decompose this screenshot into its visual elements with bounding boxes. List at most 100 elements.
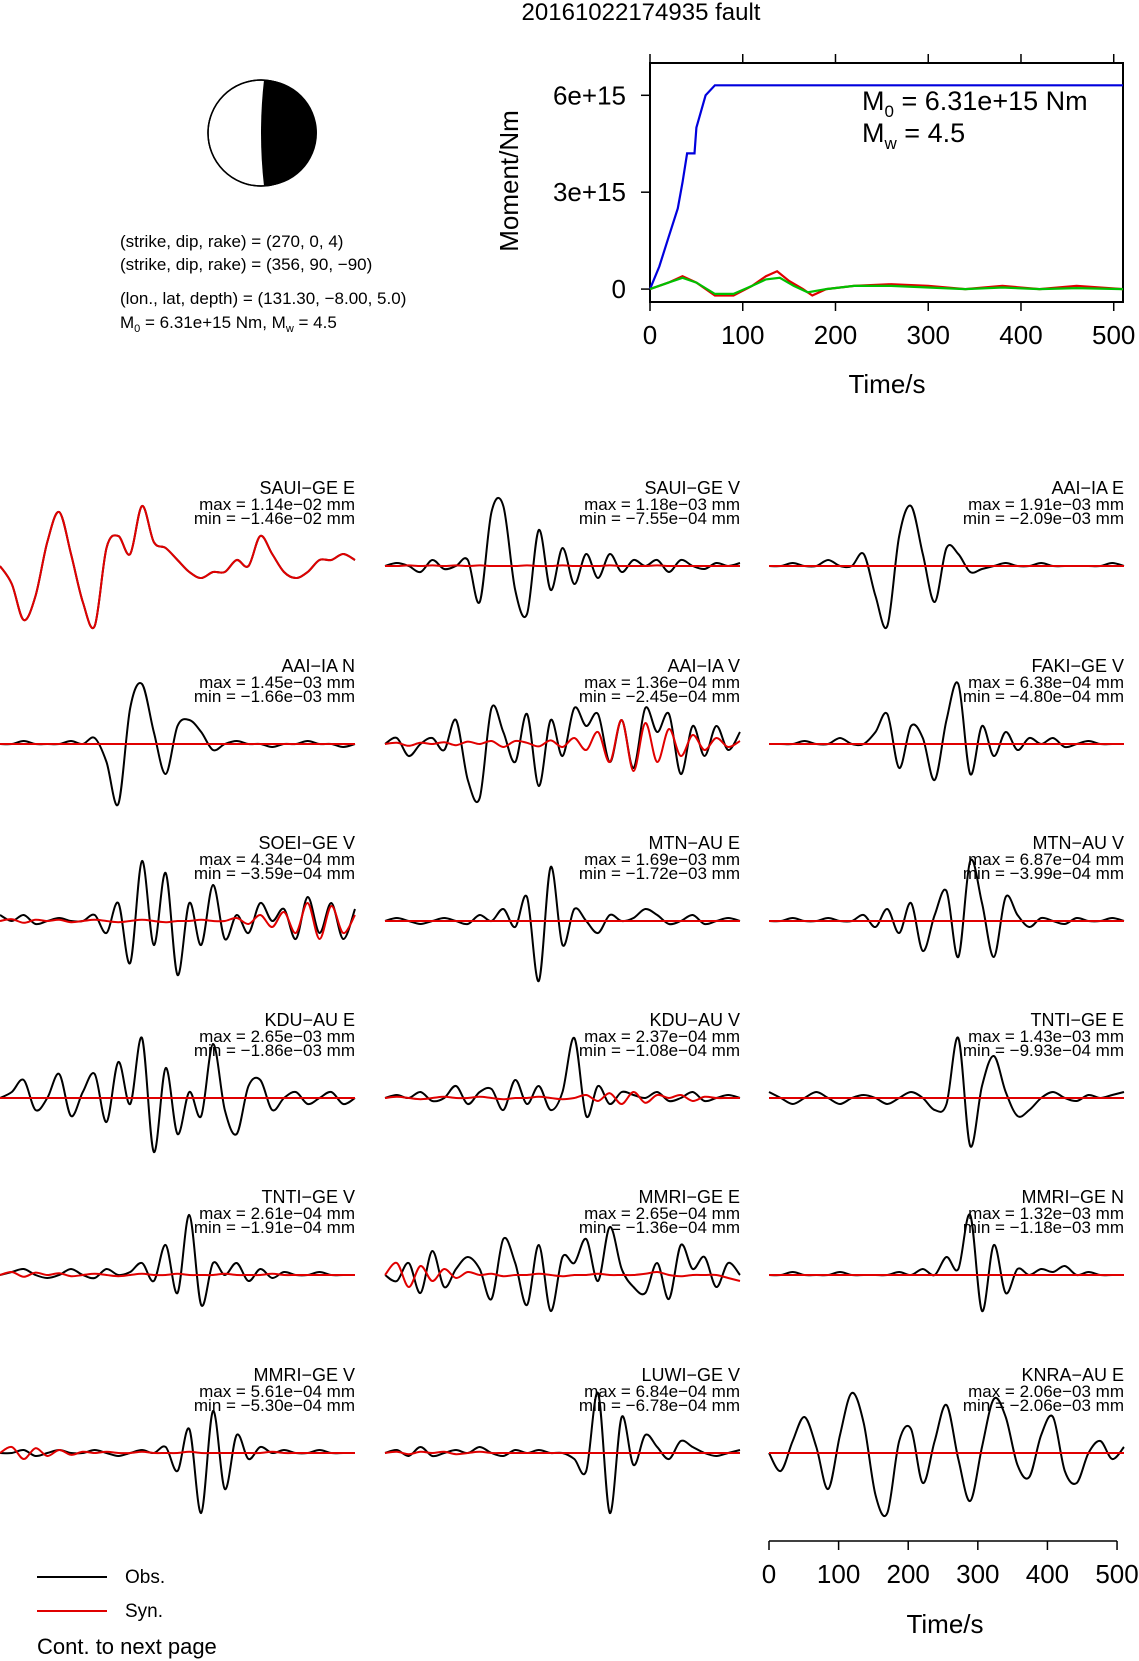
station-min-label: min = −4.80e−04 mm <box>963 687 1124 706</box>
station-label: KDU−AU E <box>264 1010 355 1030</box>
observed-trace <box>0 1036 356 1154</box>
moment-series-cumulative <box>648 84 1123 290</box>
moment-magnitude-text: M0 = 6.31e+15 Nm, Mw = 4.5 <box>120 313 337 335</box>
time-axis-tick-label: 500 <box>1095 1559 1138 1589</box>
mechanism-info: (strike, dip, rake) = (270, 0, 4) (strik… <box>120 232 406 335</box>
station-max-label: max = 1.18e−03 mm <box>584 495 740 514</box>
waveform-x-axis-label: Time/s <box>906 1609 983 1639</box>
moment-y-axis: 0 3e+15 6e+15 <box>553 80 650 304</box>
station-label: FAKI−GE V <box>1031 656 1124 676</box>
observed-trace <box>768 858 1125 959</box>
beachball-icon <box>207 79 317 187</box>
station-max-label: max = 5.61e−04 mm <box>199 1382 355 1401</box>
synthetic-trace <box>384 564 740 568</box>
station-min-label: min = −1.91e−04 mm <box>194 1218 355 1237</box>
moment-series-rate_green <box>649 276 1124 295</box>
observed-trace <box>384 865 741 983</box>
station-max-label: max = 4.34e−04 mm <box>199 850 355 869</box>
station-label: TNTI−GE V <box>261 1187 355 1207</box>
station-max-label: max = 1.43e−03 mm <box>968 1027 1124 1046</box>
time-axis-tick-label: 0 <box>762 1559 776 1589</box>
station-max-label: max = 6.38e−04 mm <box>968 673 1124 692</box>
moment-plot-frame <box>649 62 1124 303</box>
station-min-label: min = −9.93e−04 mm <box>963 1041 1124 1060</box>
location-text: (lon., lat, depth) = (131.30, −8.00, 5.0… <box>120 289 406 308</box>
moment-rate-chart: 0 100 200 300 400 500 0 3e+15 6e+15 Time/s Mome… <box>494 54 1135 399</box>
station-max-label: max = 2.37e−04 mm <box>584 1027 740 1046</box>
moment-x-tick-label: 100 <box>721 320 764 350</box>
station-min-label: min = −1.86e−03 mm <box>194 1041 355 1060</box>
station-min-label: min = −5.30e−04 mm <box>194 1396 355 1415</box>
observed-trace <box>384 704 741 804</box>
observed-trace <box>384 1225 741 1313</box>
synthetic-trace <box>0 901 356 941</box>
station-max-label: max = 1.69e−03 mm <box>584 850 740 869</box>
synthetic-trace <box>384 718 741 773</box>
legend-synthetic-label: Syn. <box>125 1601 163 1622</box>
station-max-label: max = 2.65e−04 mm <box>584 1204 740 1223</box>
moment-x-tick-label: 200 <box>814 320 857 350</box>
station-min-label: min = −3.59e−04 mm <box>194 864 355 883</box>
station-max-label: max = 6.87e−04 mm <box>968 850 1124 869</box>
station-max-label: max = 1.14e−02 mm <box>199 495 355 514</box>
synthetic-trace <box>384 1450 740 1456</box>
time-axis-tick-label: 200 <box>887 1559 930 1589</box>
station-max-label: max = 1.91e−03 mm <box>968 495 1124 514</box>
moment-y-tick-label: 6e+15 <box>553 80 626 110</box>
station-label: AAI−IA N <box>281 656 355 676</box>
continuation-note: Cont. to next page <box>37 1634 217 1659</box>
synthetic-trace <box>0 1445 355 1460</box>
moment-series <box>648 84 1124 297</box>
station-label: TNTI−GE E <box>1030 1010 1124 1030</box>
nodal-plane-1-text: (strike, dip, rake) = (270, 0, 4) <box>120 232 343 251</box>
station-max-label: max = 2.65e−03 mm <box>199 1027 355 1046</box>
synthetic-trace <box>384 1261 741 1288</box>
moment-y-tick-label: 3e+15 <box>553 177 626 207</box>
observed-trace <box>384 496 741 618</box>
moment-x-tick-label: 0 <box>643 320 657 350</box>
moment-x-tick-label: 300 <box>907 320 950 350</box>
station-label: LUWI−GE V <box>641 1365 740 1385</box>
station-min-label: min = −1.72e−03 mm <box>579 864 740 883</box>
moment-x-axis: 0 100 200 300 400 500 <box>643 302 1135 350</box>
station-label: MMRI−GE V <box>253 1365 355 1385</box>
moment-y-tick-label: 0 <box>612 274 626 304</box>
legend: Obs. Syn. <box>37 1567 165 1622</box>
station-min-label: min = −2.09e−03 mm <box>963 509 1124 528</box>
station-min-label: min = −1.46e−02 mm <box>194 509 355 528</box>
figure-title: 20161022174935 fault <box>522 0 761 26</box>
station-max-label: max = 6.84e−04 mm <box>584 1382 740 1401</box>
station-max-label: max = 2.06e−03 mm <box>968 1382 1124 1401</box>
synthetic-trace <box>384 1091 740 1105</box>
time-axis-tick-label: 300 <box>956 1559 999 1589</box>
moment-annotation-m0: M0 = 6.31e+15 Nm <box>862 86 1088 121</box>
moment-annotation-mw: Mw = 4.5 <box>862 118 965 153</box>
station-min-label: min = −7.55e−04 mm <box>579 509 740 528</box>
station-label: AAI−IA E <box>1051 478 1124 498</box>
station-label: KDU−AU V <box>649 1010 740 1030</box>
station-max-label: max = 1.32e−03 mm <box>968 1204 1124 1223</box>
station-label: SAUI−GE V <box>644 478 740 498</box>
station-label: AAI−IA V <box>667 656 740 676</box>
station-label: MTN−AU E <box>648 833 740 853</box>
station-min-label: min = −1.18e−03 mm <box>963 1218 1124 1237</box>
station-max-label: max = 2.61e−04 mm <box>199 1204 355 1223</box>
moment-y-axis-label: Moment/Nm <box>494 110 524 252</box>
synthetic-trace <box>0 1270 355 1278</box>
station-min-label: min = −2.45e−04 mm <box>579 687 740 706</box>
time-axis-tick-label: 400 <box>1026 1559 1069 1589</box>
